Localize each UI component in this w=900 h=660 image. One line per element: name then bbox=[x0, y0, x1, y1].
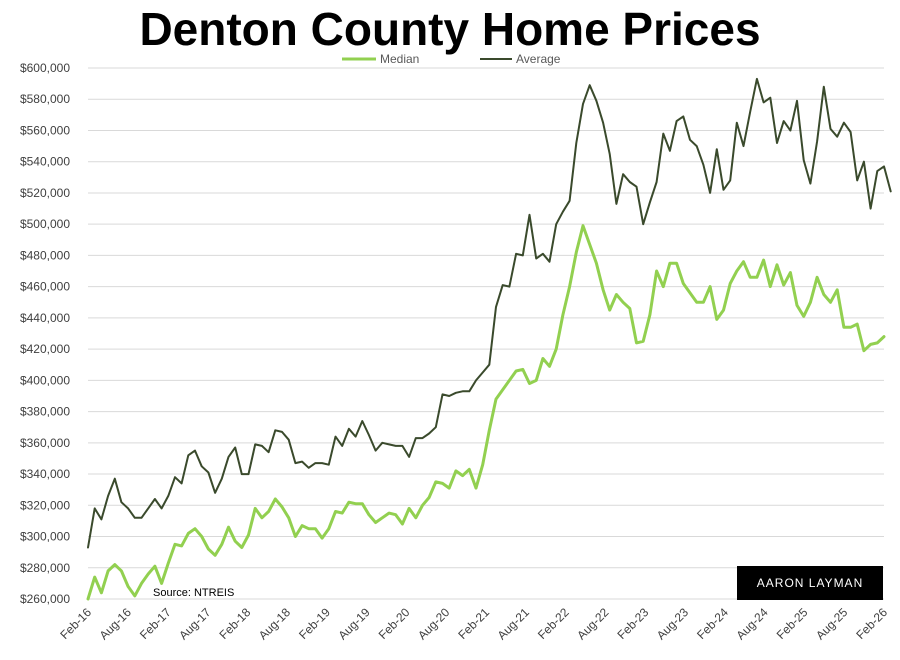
y-tick-label: $340,000 bbox=[20, 467, 70, 481]
source-annotation: Source: NTREIS bbox=[153, 587, 234, 599]
y-tick-label: $520,000 bbox=[20, 186, 70, 200]
legend-median-label: Median bbox=[380, 52, 419, 66]
y-tick-label: $420,000 bbox=[20, 342, 70, 356]
y-tick-label: $380,000 bbox=[20, 405, 70, 419]
y-tick-label: $460,000 bbox=[20, 280, 70, 294]
x-tick-label: Feb-22 bbox=[535, 605, 572, 642]
y-tick-label: $260,000 bbox=[20, 592, 70, 606]
x-tick-label: Aug-22 bbox=[574, 605, 611, 642]
x-tick-label: Feb-20 bbox=[376, 605, 413, 642]
legend-average-label: Average bbox=[516, 52, 561, 66]
y-axis-tick-labels: $260,000 $280,000 $300,000 $320,000 $340,000… bbox=[20, 61, 70, 606]
y-tick-label: $600,000 bbox=[20, 61, 70, 75]
x-tick-label: Aug-16 bbox=[97, 605, 134, 642]
x-tick-label: Aug-24 bbox=[733, 605, 770, 642]
y-tick-label: $360,000 bbox=[20, 436, 70, 450]
x-tick-label: Aug-19 bbox=[335, 605, 372, 642]
x-tick-label: Feb-19 bbox=[296, 605, 333, 642]
y-tick-label: $560,000 bbox=[20, 123, 70, 137]
x-tick-label: Feb-25 bbox=[774, 605, 811, 642]
brand-logo: AARON LAYMAN bbox=[737, 566, 883, 600]
average-line bbox=[87, 77, 892, 549]
x-tick-label: Aug-25 bbox=[813, 605, 850, 642]
x-tick-label: Aug-21 bbox=[495, 605, 532, 642]
x-tick-label: Aug-18 bbox=[256, 605, 293, 642]
y-tick-label: $320,000 bbox=[20, 498, 70, 512]
y-tick-label: $440,000 bbox=[20, 311, 70, 325]
y-tick-label: $540,000 bbox=[20, 155, 70, 169]
x-tick-label: Feb-24 bbox=[694, 605, 731, 642]
y-tick-label: $500,000 bbox=[20, 217, 70, 231]
x-axis-tick-labels: Feb-16 Aug-16 Feb-17 Aug-17 Feb-18 Aug-18 Feb-… bbox=[57, 605, 890, 642]
x-tick-label: Feb-17 bbox=[137, 605, 174, 642]
x-tick-label: Aug-20 bbox=[415, 605, 452, 642]
y-tick-label: $580,000 bbox=[20, 92, 70, 106]
y-tick-label: $480,000 bbox=[20, 248, 70, 262]
x-tick-label: Aug-23 bbox=[654, 605, 691, 642]
y-tick-label: $280,000 bbox=[20, 561, 70, 575]
x-tick-label: Feb-16 bbox=[57, 605, 94, 642]
y-tick-label: $300,000 bbox=[20, 530, 70, 544]
x-tick-label: Feb-23 bbox=[615, 605, 652, 642]
x-tick-label: Aug-17 bbox=[176, 605, 213, 642]
y-tick-label: $400,000 bbox=[20, 373, 70, 387]
median-line bbox=[86, 224, 886, 601]
series-lines bbox=[86, 77, 892, 601]
x-tick-label: Feb-21 bbox=[455, 605, 492, 642]
x-tick-label: Feb-18 bbox=[217, 605, 254, 642]
logo-text: AARON LAYMAN bbox=[757, 576, 863, 590]
legend: Median Average bbox=[342, 52, 561, 66]
x-tick-label: Feb-26 bbox=[853, 605, 890, 642]
gridlines bbox=[88, 67, 884, 600]
logo-box bbox=[737, 566, 883, 600]
chart-title: Denton County Home Prices bbox=[139, 3, 760, 55]
